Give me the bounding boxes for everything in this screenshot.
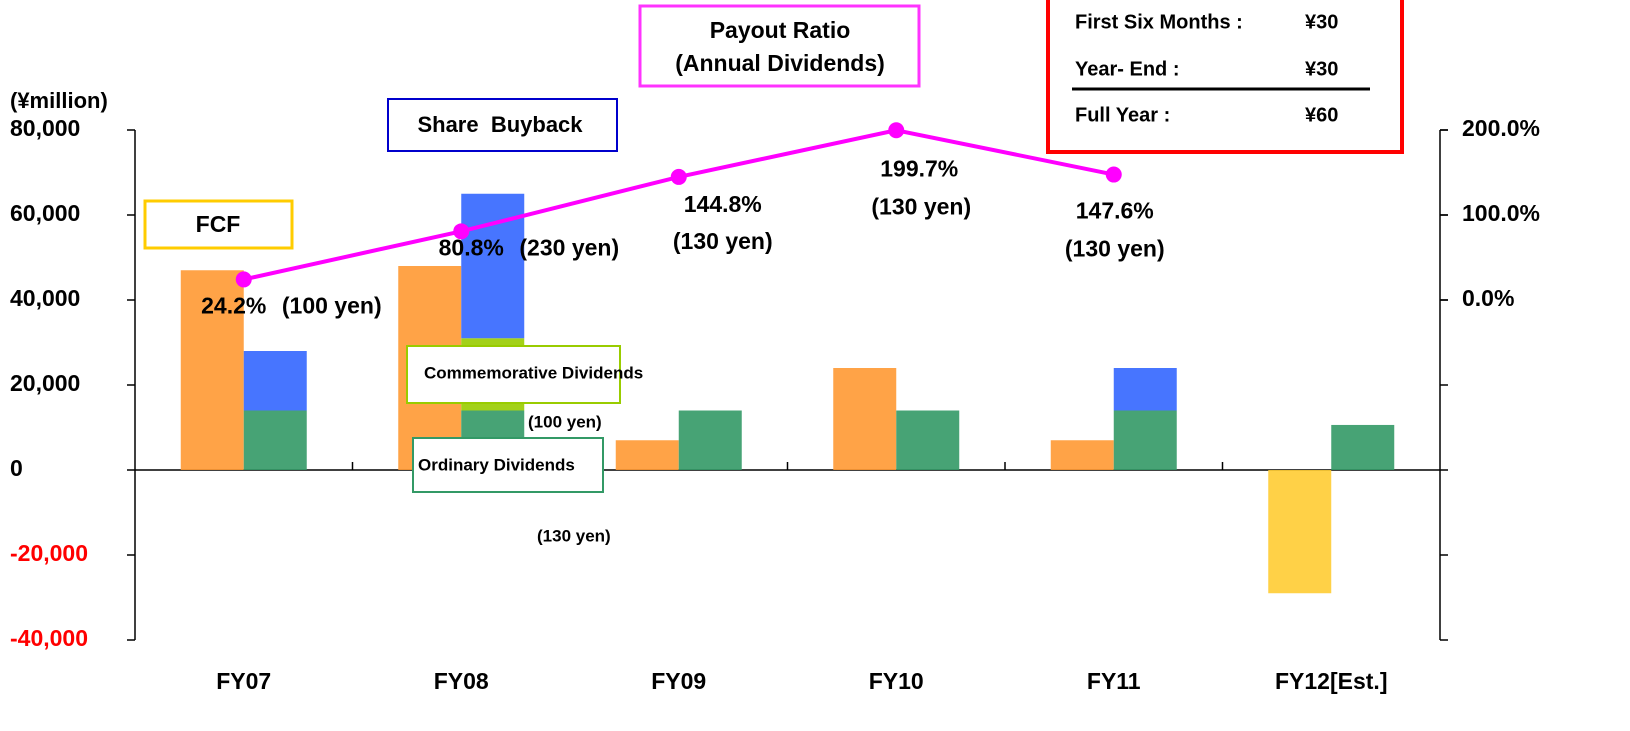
bar	[678, 410, 742, 470]
bar	[1050, 440, 1114, 470]
dividend-note: (130 yen)	[537, 526, 611, 545]
x-tick-label: FY10	[869, 668, 924, 694]
dividend-label: (230 yen)	[519, 234, 619, 260]
payout-point	[453, 223, 470, 240]
payout-label: 147.6%	[1076, 198, 1154, 224]
fcf-box	[143, 199, 294, 250]
x-tick-label: FY09	[651, 668, 706, 694]
y-tick-label: 0	[10, 455, 23, 481]
dividend-note: (100 yen)	[528, 412, 602, 431]
dividend-label: (130 yen)	[871, 193, 971, 219]
bar	[896, 410, 960, 470]
bar	[615, 440, 679, 470]
bar	[461, 193, 525, 339]
payout-title: Payout Ratio	[710, 17, 851, 43]
dividend-row-label: First Six Months :	[1075, 11, 1243, 33]
y-tick-label: -20,000	[10, 540, 88, 566]
unit-label: (¥million)	[10, 88, 108, 113]
y-tick-label: 60,000	[10, 200, 80, 226]
x-tick-label: FY07	[216, 668, 271, 694]
buyback-label: Share Buyback	[417, 112, 583, 137]
bar	[243, 410, 307, 470]
y-tick-label: -40,000	[10, 625, 88, 651]
bar	[180, 270, 244, 470]
y-tick-label: 80,000	[10, 115, 80, 141]
payout-point	[235, 271, 252, 288]
payout-label: 24.2%	[201, 293, 266, 319]
payout-line	[243, 128, 1115, 282]
y2-tick-label: 0.0%	[1462, 285, 1514, 311]
bar	[1113, 410, 1177, 470]
dividend-row-amount: ¥30	[1305, 11, 1338, 33]
buyback-box	[387, 98, 618, 152]
payout-point	[670, 168, 687, 185]
y-tick-label: 40,000	[10, 285, 80, 311]
bar	[243, 351, 307, 411]
bar	[1331, 424, 1395, 470]
dividend-label: (130 yen)	[1065, 236, 1165, 262]
dividend-row-label: Year- End :	[1075, 58, 1179, 80]
bar	[1268, 470, 1332, 594]
payout-label: 80.8%	[439, 234, 504, 260]
dividend-row-amount: ¥30	[1305, 58, 1338, 80]
bar	[833, 368, 897, 470]
dividend-label: (100 yen)	[282, 293, 382, 319]
dividend-label: (130 yen)	[673, 228, 773, 254]
x-tick-label: FY11	[1087, 668, 1141, 694]
y2-tick-label: 100.0%	[1462, 200, 1540, 226]
y-tick-label: 20,000	[10, 370, 80, 396]
dividend-row-label: Full Year :	[1075, 104, 1170, 126]
dividend-box	[1046, 0, 1404, 154]
payout-label: 199.7%	[880, 155, 958, 181]
fcf-label: FCF	[196, 211, 241, 237]
dividend-row-amount: ¥60	[1305, 104, 1338, 126]
commemorative-box	[406, 345, 621, 404]
bar	[1113, 368, 1177, 411]
payout-label: 144.8%	[684, 191, 762, 217]
payout-point	[888, 122, 905, 139]
payout-box	[638, 4, 921, 88]
x-tick-label: FY12[Est.]	[1275, 668, 1387, 694]
commemorative-label: Commemorative Dividends	[424, 363, 643, 382]
payout-point	[1105, 166, 1122, 183]
ordinary-label: Ordinary Dividends	[418, 455, 575, 474]
x-tick-label: FY08	[434, 668, 489, 694]
ordinary-box	[412, 437, 604, 493]
payout-subtitle: (Annual Dividends)	[675, 50, 885, 76]
y2-tick-label: 200.0%	[1462, 115, 1540, 141]
